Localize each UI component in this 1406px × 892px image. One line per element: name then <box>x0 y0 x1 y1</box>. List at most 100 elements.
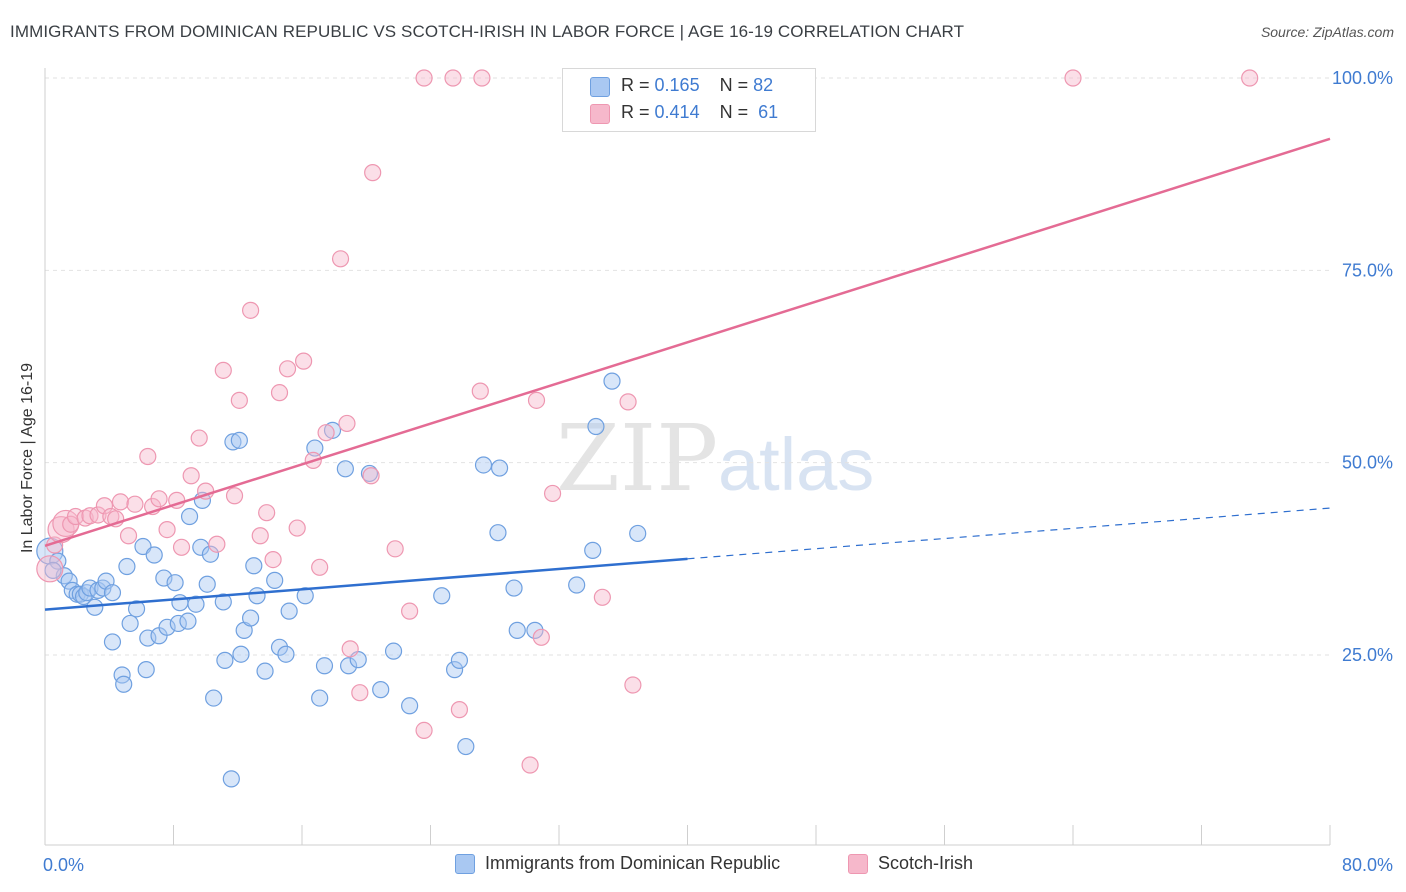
point-scotch-irish <box>295 352 313 370</box>
point-dominican <box>179 612 197 630</box>
point-scotch-irish <box>317 424 335 442</box>
point-dominican <box>505 579 523 597</box>
point-scotch-irish <box>242 301 260 319</box>
point-scotch-irish <box>1241 69 1259 87</box>
y-tick-label: 50.0% <box>1342 453 1393 473</box>
y-tick-label: 25.0% <box>1342 645 1393 665</box>
legend-row-scotch-irish: R = 0.414 N = 61 <box>621 102 778 123</box>
series-legend: Immigrants from Dominican Republic Scotc… <box>0 853 1406 877</box>
point-scotch-irish <box>190 429 208 447</box>
x-tick-label: 0.0% <box>43 855 84 875</box>
point-dominican <box>166 574 184 592</box>
point-scotch-irish <box>119 527 138 545</box>
point-dominican <box>115 675 133 693</box>
point-scotch-irish <box>444 69 462 87</box>
trend-line-dominican <box>44 557 688 611</box>
point-scotch-irish <box>311 558 329 576</box>
point-dominican <box>55 567 73 585</box>
legend-swatch <box>848 853 868 874</box>
point-scotch-irish <box>158 520 176 539</box>
point-dominican <box>401 697 419 715</box>
point-dominican <box>584 541 602 559</box>
point-scotch-irish <box>225 487 244 505</box>
x-tick-label: 80.0% <box>1342 855 1393 875</box>
point-scotch-irish <box>36 555 64 583</box>
point-scotch-irish <box>150 490 168 508</box>
axes <box>44 68 1331 846</box>
point-scotch-irish <box>619 393 637 411</box>
point-scotch-irish <box>473 69 491 87</box>
point-scotch-irish <box>89 506 107 524</box>
point-dominican <box>192 538 210 556</box>
point-dominican <box>384 642 403 660</box>
point-dominican <box>433 587 451 605</box>
point-dominican <box>306 439 324 457</box>
legend-label: Scotch-Irish <box>878 853 974 873</box>
legend-item-scotch-irish[interactable]: Scotch-Irish <box>848 853 973 874</box>
n-value: 82 <box>753 75 774 95</box>
trend-line-dominican-extension <box>687 507 1331 560</box>
point-dominican <box>277 645 295 663</box>
point-scotch-irish <box>521 756 539 774</box>
point-dominican <box>230 431 248 449</box>
point-scotch-irish <box>401 602 419 620</box>
point-scotch-irish <box>182 467 200 485</box>
point-scotch-irish <box>338 414 356 433</box>
legend-swatch-scotch-irish <box>590 104 610 124</box>
point-dominican <box>137 661 155 679</box>
point-scotch-irish <box>362 467 380 485</box>
r-value: 0.414 <box>654 102 700 122</box>
n-value: 61 <box>758 102 779 122</box>
point-dominican <box>372 681 390 699</box>
point-dominican <box>201 545 220 563</box>
point-scotch-irish <box>251 527 269 545</box>
r-label: R = <box>621 102 650 122</box>
point-dominican <box>245 557 263 575</box>
point-dominican <box>216 651 234 669</box>
point-dominican <box>474 456 493 474</box>
point-dominican <box>155 569 173 587</box>
legend-label: Immigrants from Dominican Republic <box>485 853 781 873</box>
source-label: Source: ZipAtlas.com <box>1260 24 1394 40</box>
point-dominican <box>121 614 139 633</box>
point-dominican <box>526 621 544 639</box>
watermark: ZIP atlas <box>556 405 874 512</box>
point-scotch-irish <box>351 684 369 702</box>
n-label: N = <box>719 75 749 95</box>
point-dominican <box>457 737 475 756</box>
point-dominican <box>103 584 122 602</box>
point-dominican <box>158 618 176 636</box>
y-tick-label: 100.0% <box>1332 68 1393 88</box>
point-scotch-irish <box>415 721 433 739</box>
point-scotch-irish <box>288 519 306 537</box>
point-scotch-irish <box>364 164 382 182</box>
point-dominican <box>60 572 78 590</box>
stats-legend: R = 0.165 N = 82 R = 0.414 N = 61 <box>562 68 816 132</box>
point-dominican <box>629 524 647 543</box>
point-scotch-irish <box>543 484 562 503</box>
point-dominican <box>587 417 605 436</box>
point-dominican <box>222 770 240 788</box>
point-dominican <box>256 662 274 680</box>
point-dominican <box>270 638 289 656</box>
point-dominican <box>187 595 205 613</box>
watermark-atlas: atlas <box>718 423 874 506</box>
chart-title: IMMIGRANTS FROM DOMINICAN REPUBLIC VS SC… <box>10 22 965 41</box>
point-dominican <box>315 657 334 675</box>
legend-swatch-dominican <box>590 77 610 97</box>
point-dominican <box>339 657 358 675</box>
point-scotch-irish <box>230 391 248 409</box>
point-dominican <box>489 524 507 542</box>
point-scotch-irish <box>1064 69 1082 87</box>
legend-swatch <box>455 853 475 874</box>
point-dominican <box>103 633 122 651</box>
point-dominican <box>508 621 526 639</box>
point-dominican <box>568 576 586 594</box>
point-scotch-irish <box>258 504 276 522</box>
point-scotch-irish <box>264 551 282 569</box>
trend-lines <box>44 137 1331 611</box>
point-dominican <box>44 561 62 579</box>
legend-item-dominican[interactable]: Immigrants from Dominican Republic <box>455 853 780 874</box>
point-scotch-irish <box>450 701 469 719</box>
